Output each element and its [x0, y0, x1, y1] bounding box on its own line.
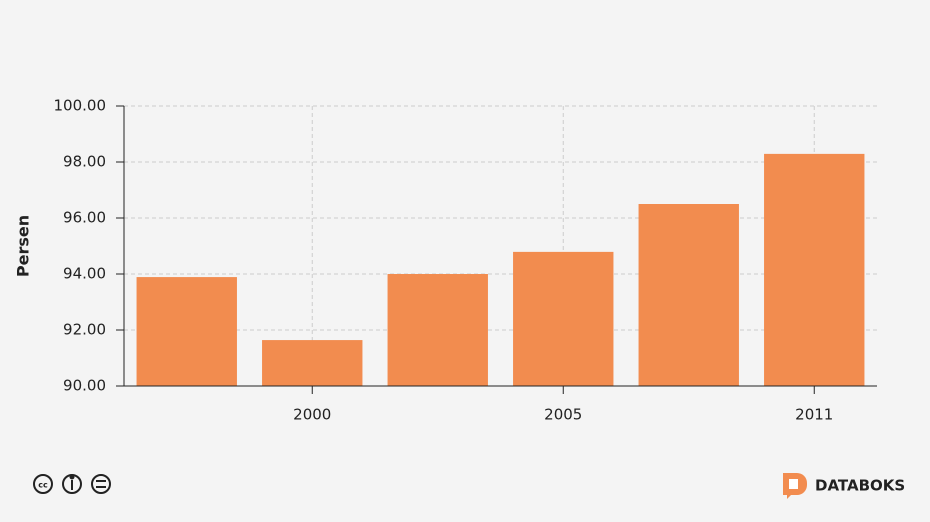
license-icons	[33, 474, 111, 494]
bar	[387, 274, 488, 386]
y-tick-label: 98.00	[63, 153, 106, 171]
bar	[764, 153, 865, 386]
brand: DATABOKS	[815, 477, 905, 495]
x-tick-label: 2011	[795, 406, 833, 424]
x-tick-label: 2000	[293, 406, 331, 424]
cc-icon-text: cc	[38, 481, 48, 490]
y-tick-label: 100.00	[54, 97, 107, 115]
bar	[262, 340, 363, 386]
bar	[136, 277, 237, 386]
bar	[638, 204, 739, 386]
brand-logo	[783, 473, 807, 499]
x-tick-label: 2005	[544, 406, 582, 424]
y-tick-label: 96.00	[63, 209, 106, 227]
y-tick-label: 94.00	[63, 265, 106, 283]
y-tick-label: 92.00	[63, 321, 106, 339]
y-tick-label: 90.00	[63, 377, 106, 395]
bar	[513, 251, 614, 386]
y-axis-label: Persen	[14, 215, 33, 277]
